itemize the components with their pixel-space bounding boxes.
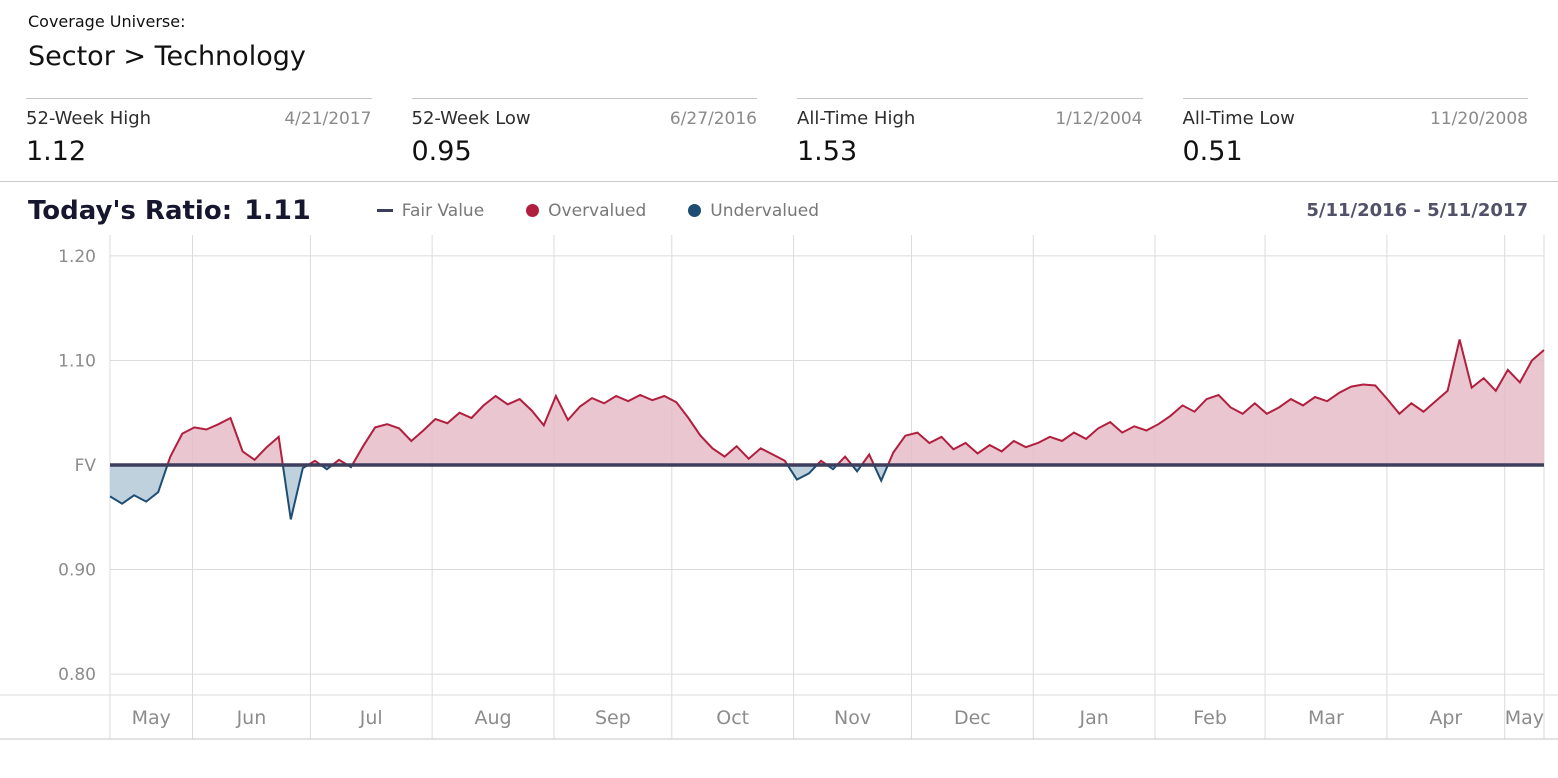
legend-overvalued: Overvalued (526, 201, 646, 221)
x-axis-month-label: May (132, 707, 171, 729)
stat-value: 0.95 (411, 136, 472, 167)
x-axis-month-label: Feb (1193, 707, 1227, 729)
y-axis-label: 1.20 (58, 247, 96, 267)
stat-date: 6/27/2016 (669, 109, 757, 129)
stat-value: 1.12 (26, 136, 87, 167)
stat-label: All-Time Low (1182, 108, 1295, 129)
legend-label: Overvalued (548, 200, 647, 221)
page-title: Sector > Technology (28, 41, 306, 72)
stat-label: 52-Week High (26, 108, 152, 129)
x-axis-month-label: Jul (359, 707, 383, 729)
x-axis-month-label: Aug (475, 707, 512, 729)
y-axis-label: 1.10 (58, 351, 96, 371)
overvalued-area (110, 339, 1545, 465)
ratio-chart[interactable]: 1.20 1.10 FV 0.90 0.80 May Jun Jul Aug Sep Oct Nov D… (0, 233, 1558, 741)
stat-label: 52-Week Low (411, 108, 531, 129)
stat-all-time-high: All-Time High 1/12/2004 1.53 (797, 98, 1143, 167)
overvalued-dot-icon (526, 204, 540, 217)
x-axis-month-label: Apr (1429, 707, 1462, 729)
stat-date: 4/21/2017 (284, 109, 372, 129)
x-axis-month-label: Dec (954, 707, 991, 729)
y-axis-label: 0.80 (58, 665, 96, 685)
coverage-universe-block: Coverage Universe: Sector > Technology (0, 0, 1558, 72)
x-axis-month-label: Oct (716, 707, 749, 729)
legend-fair-value: Fair Value (376, 200, 485, 221)
stat-52-week-low: 52-Week Low 6/27/2016 0.95 (411, 98, 757, 167)
stat-label: All-Time High (797, 108, 916, 129)
x-axis-month-label: Jun (236, 707, 267, 729)
x-axis-month-label: May (1505, 707, 1544, 729)
x-axis-month-label: Sep (595, 707, 631, 729)
stat-value: 1.53 (797, 136, 858, 167)
legend-undervalued: Undervalued (688, 201, 819, 221)
chart-date-range: 5/11/2016 - 5/11/2017 (1306, 200, 1528, 221)
y-axis-label: 0.90 (58, 561, 96, 581)
stat-all-time-low: All-Time Low 11/20/2008 0.51 (1182, 98, 1528, 167)
legend-label: Fair Value (401, 200, 485, 221)
x-axis-month-label: Jan (1079, 707, 1109, 729)
x-axis-month-label: Mar (1308, 707, 1344, 729)
chart-title-label: Today's Ratio: (28, 195, 233, 226)
x-axis-month-label: Nov (834, 707, 871, 729)
stat-date: 1/12/2004 (1055, 109, 1143, 129)
fair-value-line-icon (376, 209, 393, 212)
y-axis-label: FV (75, 456, 97, 476)
chart-legend: Fair Value Overvalued Undervalued (376, 200, 819, 221)
undervalued-dot-icon (688, 204, 702, 217)
stat-52-week-high: 52-Week High 4/21/2017 1.12 (26, 98, 372, 167)
chart-panel: Today's Ratio: 1.11 Fair Value Overvalue… (0, 181, 1558, 741)
stats-row: 52-Week High 4/21/2017 1.12 52-Week Low … (26, 98, 1528, 167)
legend-label: Undervalued (710, 200, 819, 221)
coverage-universe-label: Coverage Universe: (28, 12, 186, 31)
stat-value: 0.51 (1182, 136, 1243, 167)
chart-header: Today's Ratio: 1.11 Fair Value Overvalue… (0, 182, 1558, 233)
stat-date: 11/20/2008 (1430, 109, 1528, 129)
todays-ratio-value: 1.11 (244, 195, 311, 226)
